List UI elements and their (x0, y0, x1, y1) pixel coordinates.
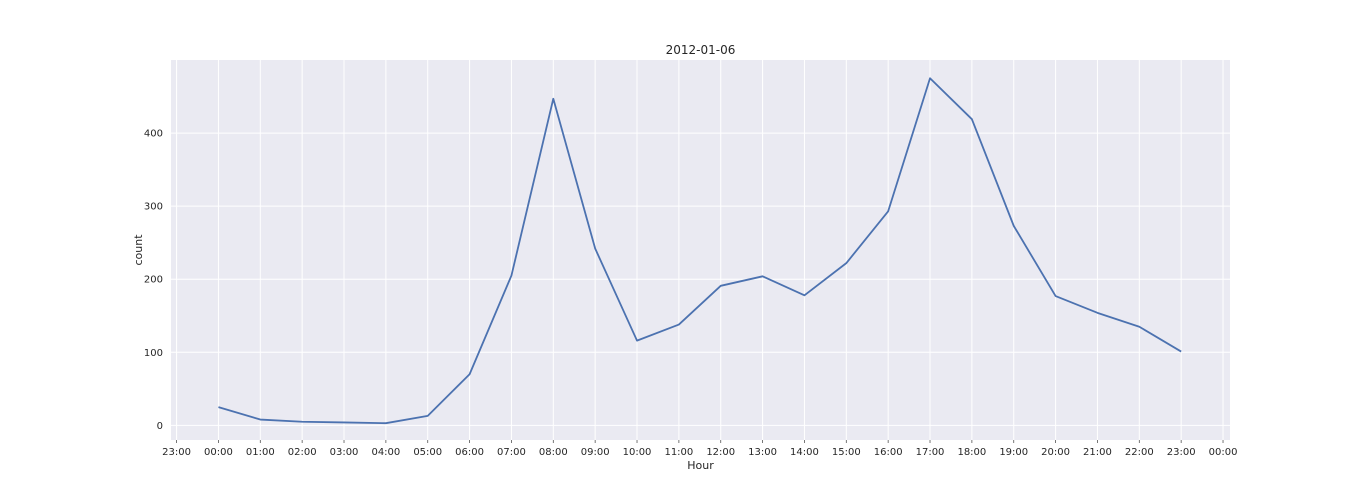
x-tick-label: 08:00 (539, 447, 568, 458)
series-layer (218, 77, 1182, 425)
x-tick-label: 07:00 (497, 447, 526, 458)
x-tick-label: 00:00 (204, 447, 233, 458)
x-tick-label: 10:00 (623, 447, 652, 458)
y-tick-label: 200 (144, 275, 163, 286)
x-tick-label: 20:00 (1041, 447, 1070, 458)
x-tick-label: 06:00 (455, 447, 484, 458)
x-tick-label: 13:00 (748, 447, 777, 458)
x-tick-label: 00:00 (1209, 447, 1238, 458)
x-tick-label: 09:00 (581, 447, 610, 458)
x-tick-label: 22:00 (1125, 447, 1154, 458)
x-tick-label: 18:00 (957, 447, 986, 458)
plot-area (171, 60, 1230, 440)
y-tick-label: 0 (157, 421, 163, 432)
y-tick-label: 300 (144, 202, 163, 213)
x-tick-label: 21:00 (1083, 447, 1112, 458)
x-tick-label: 11:00 (664, 447, 693, 458)
x-axis-label: Hour (687, 459, 714, 472)
x-tick-label: 17:00 (916, 447, 945, 458)
x-tick-label: 16:00 (874, 447, 903, 458)
x-tick-label: 14:00 (790, 447, 819, 458)
x-axis-ticks: 23:00 00:00 01:00 02:00 03:00 04:00 05:00 06:00… (162, 440, 1237, 458)
x-tick-label: 04:00 (371, 447, 400, 458)
x-tick-label: 03:00 (330, 447, 359, 458)
x-tick-label: 01:00 (246, 447, 275, 458)
y-tick-label: 100 (144, 348, 163, 359)
series-line (218, 77, 1182, 425)
y-tick-label: 400 (144, 129, 163, 140)
chart-title: 2012-01-06 (666, 43, 736, 57)
x-tick-label: 12:00 (706, 447, 735, 458)
y-axis-label: count (132, 234, 145, 266)
x-tick-label: 23:00 (162, 447, 191, 458)
x-tick-label: 05:00 (413, 447, 442, 458)
y-axis-ticks: 0 100 200 300 400 (144, 129, 163, 432)
x-tick-label: 15:00 (832, 447, 861, 458)
x-tick-label: 02:00 (288, 447, 317, 458)
x-tick-label: 19:00 (999, 447, 1028, 458)
x-tick-label: 23:00 (1167, 447, 1196, 458)
grid-lines (171, 60, 1230, 440)
